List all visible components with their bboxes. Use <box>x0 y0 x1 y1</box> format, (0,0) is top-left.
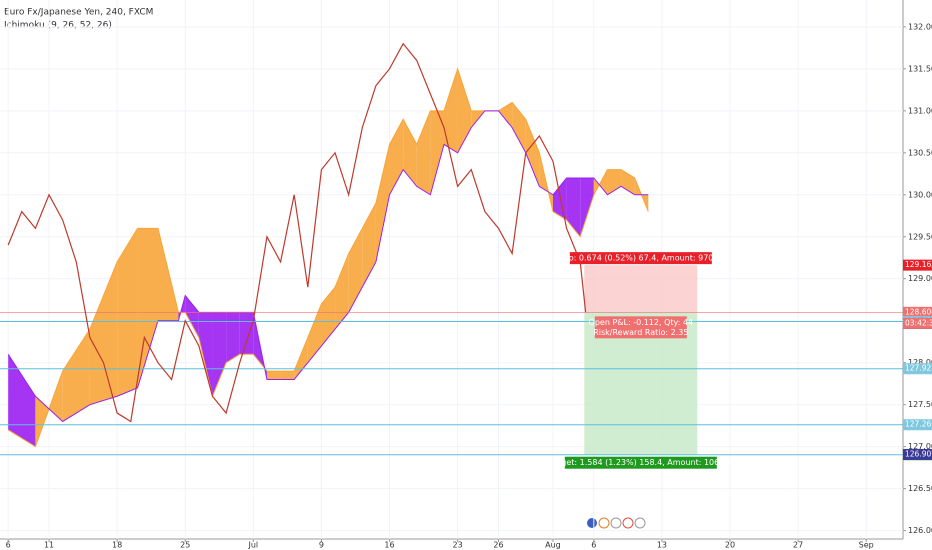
chart-title: Euro Fx/Japanese Yen, 240, FXCM <box>4 8 153 18</box>
position-label: Risk/Reward Ratio: 2.35 <box>593 328 688 337</box>
stop-zone <box>584 265 698 313</box>
position-label: Open P&L: -0.112, Qty: 44 <box>589 318 694 327</box>
x-tick-label: 20 <box>725 541 735 550</box>
price-label-box <box>903 419 932 431</box>
indicator-title: Ichimoku (9, 26, 52, 26) <box>4 21 112 31</box>
y-tick-label: 131.500 <box>908 64 932 73</box>
cloud-segment <box>430 110 445 195</box>
cloud-segment <box>457 68 472 153</box>
cloud-segment <box>525 119 540 187</box>
y-tick-label: 129.000 <box>908 274 932 283</box>
price-label: 127.928 <box>905 364 932 373</box>
event-icon <box>598 517 610 529</box>
cloud-segment <box>321 287 336 346</box>
price-label-box <box>903 363 932 375</box>
position-label: Target: 1.584 (1.23%) 158.4, Amount: 106… <box>549 458 732 467</box>
price-label: 127.261 <box>905 420 932 429</box>
position-label-box <box>569 252 712 265</box>
cloud-segment <box>389 119 404 195</box>
y-tick-label: 127.000 <box>908 442 932 451</box>
event-icon <box>634 517 646 529</box>
countdown-box <box>903 317 932 329</box>
x-tick-label: 9 <box>319 541 324 550</box>
cloud-segment <box>416 110 431 195</box>
price-label-box <box>903 306 932 318</box>
cloud-segment <box>62 329 90 422</box>
y-tick-label: 129.500 <box>908 232 932 241</box>
x-tick-label: 11 <box>44 541 54 550</box>
y-tick-label: 131.000 <box>908 106 932 115</box>
cloud-segment <box>362 203 376 288</box>
x-tick-label: 6 <box>591 541 596 550</box>
position-label-box <box>594 316 687 339</box>
cloud-segment <box>335 253 349 330</box>
y-tick-label: 130.000 <box>908 190 932 199</box>
cloud-segment <box>498 102 513 128</box>
y-tick-label: 127.500 <box>908 400 932 409</box>
cloud-segment <box>266 371 281 380</box>
y-tick-label: 126.000 <box>908 526 932 535</box>
y-tick-label: 132.000 <box>908 22 932 31</box>
cloud-segment <box>239 312 254 355</box>
event-icon <box>610 517 622 529</box>
cloud-segment <box>212 312 227 397</box>
x-tick-label: 23 <box>453 541 463 550</box>
y-tick-label: 128.000 <box>908 358 932 367</box>
price-label: 126.907 <box>905 449 932 458</box>
price-label-box <box>903 259 932 271</box>
cloud-segment <box>512 102 526 153</box>
price-label: 129.162 <box>905 260 932 269</box>
x-tick-label: 13 <box>657 541 667 550</box>
cloud-segment <box>444 68 458 153</box>
cloud-line <box>7 110 649 423</box>
x-tick-label: Sep <box>859 541 874 550</box>
cloud-segment <box>375 144 390 262</box>
y-tick-label: 126.500 <box>908 484 932 493</box>
event-icon <box>587 518 597 528</box>
cloud-segment <box>185 295 199 338</box>
cloud-segment <box>307 303 322 363</box>
x-tick-label: 27 <box>793 541 803 550</box>
x-tick-label: 25 <box>180 541 190 550</box>
cloud-segment <box>8 354 36 447</box>
x-tick-label: Aug <box>545 541 561 550</box>
cloud-segment <box>566 177 581 237</box>
x-tick-label: 26 <box>493 541 503 550</box>
x-tick-label: 6 <box>6 541 11 550</box>
price-label: 128.600 <box>905 307 932 316</box>
cloud-segment <box>580 177 594 237</box>
event-icon <box>622 517 634 529</box>
price-label-box <box>903 448 932 460</box>
position-label: Stop: 0.674 (0.52%) 67.4, Amount: 970.34 <box>555 254 726 263</box>
y-tick-label: 130.500 <box>908 148 932 157</box>
cloud-segment <box>280 371 295 380</box>
event-icons <box>587 517 646 529</box>
cloud-segment <box>348 228 363 313</box>
cloud-segment <box>226 312 240 363</box>
x-tick-label: 18 <box>112 541 122 550</box>
position-label-box <box>564 456 717 469</box>
cloud-segment <box>403 119 417 187</box>
price-line <box>7 42 587 423</box>
x-tick-label: Jul <box>248 541 259 550</box>
cloud-segment <box>198 312 213 397</box>
x-tick-label: 16 <box>384 541 394 550</box>
cloud-segment <box>607 169 622 195</box>
countdown: 03:42:37 <box>905 318 932 327</box>
